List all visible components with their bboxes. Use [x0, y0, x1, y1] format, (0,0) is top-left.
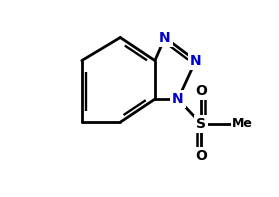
Text: S: S [196, 117, 206, 131]
Text: N: N [172, 92, 184, 106]
Text: O: O [195, 149, 207, 163]
Text: Me: Me [232, 117, 253, 130]
Text: N: N [159, 31, 171, 45]
Text: N: N [190, 54, 201, 68]
Text: O: O [195, 84, 207, 98]
